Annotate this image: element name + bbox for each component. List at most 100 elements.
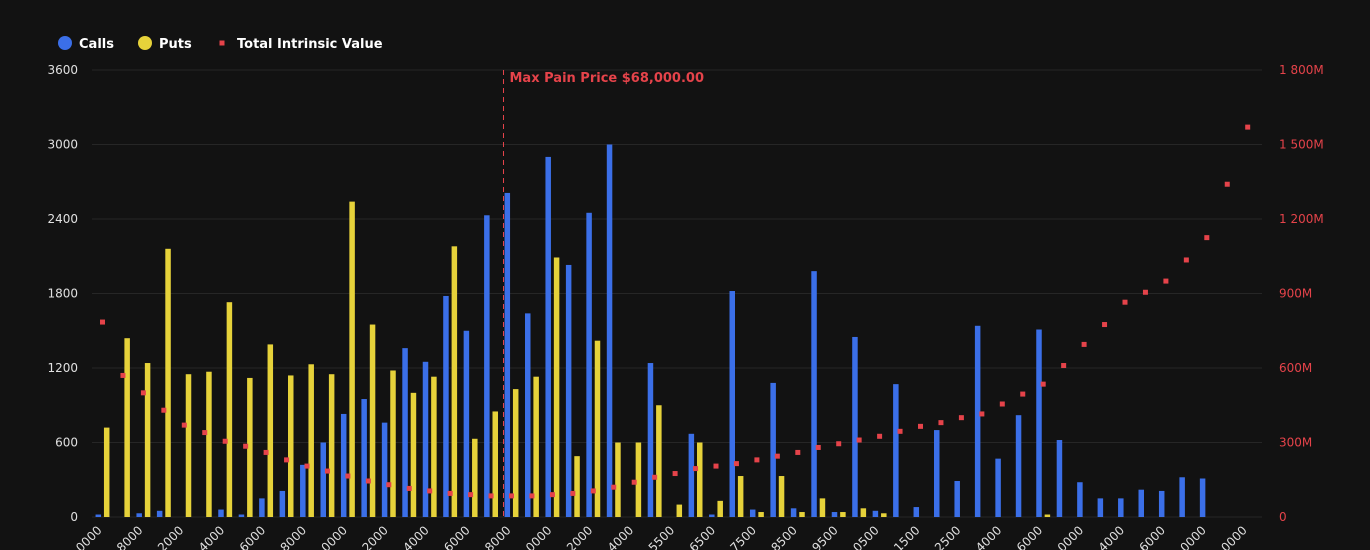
calls-bar[interactable] [893, 384, 899, 517]
intrinsic-value-point[interactable] [754, 457, 760, 463]
calls-bar[interactable] [300, 464, 306, 517]
calls-bar[interactable] [974, 325, 981, 517]
intrinsic-value-point[interactable] [1081, 341, 1087, 347]
puts-bar[interactable] [185, 374, 192, 517]
puts-bar[interactable] [144, 363, 151, 517]
calls-bar[interactable] [156, 510, 163, 517]
puts-bar[interactable] [369, 324, 376, 517]
puts-bar[interactable] [717, 500, 723, 517]
puts-bar[interactable] [819, 498, 826, 517]
calls-bar[interactable] [545, 156, 551, 517]
calls-bar[interactable] [484, 215, 490, 517]
legend-calls-label[interactable]: Calls [79, 37, 114, 52]
puts-bar[interactable] [492, 411, 499, 517]
intrinsic-value-point[interactable] [815, 444, 821, 450]
intrinsic-value-point[interactable] [999, 401, 1005, 407]
calls-bar[interactable] [586, 212, 592, 517]
puts-bar[interactable] [737, 476, 744, 517]
intrinsic-value-point[interactable] [447, 490, 453, 496]
intrinsic-value-point[interactable] [509, 493, 514, 499]
puts-bar[interactable] [512, 389, 519, 517]
calls-bar[interactable] [340, 413, 347, 517]
calls-bar[interactable] [1199, 478, 1206, 517]
calls-bar[interactable] [1056, 440, 1063, 517]
intrinsic-value-point[interactable] [488, 493, 494, 499]
intrinsic-value-point[interactable] [468, 492, 474, 498]
intrinsic-value-point[interactable] [1183, 257, 1189, 263]
calls-bar[interactable] [831, 512, 838, 517]
puts-bar[interactable] [656, 405, 662, 517]
calls-bar[interactable] [1138, 489, 1145, 517]
intrinsic-value-point[interactable] [1142, 289, 1148, 295]
intrinsic-value-point[interactable] [529, 493, 535, 499]
intrinsic-value-point[interactable] [836, 441, 842, 447]
intrinsic-value-point[interactable] [161, 407, 167, 413]
calls-bar[interactable] [525, 313, 531, 517]
calls-bar[interactable] [811, 271, 817, 517]
puts-bar[interactable] [574, 456, 580, 517]
calls-bar[interactable] [606, 144, 613, 518]
calls-bar[interactable] [443, 295, 449, 517]
calls-bar[interactable] [381, 422, 388, 517]
puts-bar[interactable] [103, 427, 110, 517]
intrinsic-value-point[interactable] [1163, 278, 1169, 284]
puts-bar[interactable] [431, 376, 437, 517]
calls-bar[interactable] [790, 508, 797, 517]
calls-bar[interactable] [872, 510, 879, 517]
calls-bar[interactable] [1179, 477, 1185, 517]
intrinsic-value-point[interactable] [1040, 381, 1046, 387]
calls-bar[interactable] [995, 458, 1001, 517]
intrinsic-value-point[interactable] [406, 485, 412, 491]
calls-bar[interactable] [729, 291, 736, 517]
puts-bar[interactable] [615, 442, 621, 518]
calls-bar[interactable] [954, 480, 960, 517]
intrinsic-value-point[interactable] [365, 478, 371, 484]
intrinsic-value-point[interactable] [856, 437, 862, 443]
puts-bar[interactable] [247, 377, 253, 517]
calls-bar[interactable] [934, 430, 940, 517]
intrinsic-value-point[interactable] [1020, 391, 1026, 397]
calls-bar[interactable] [402, 348, 408, 517]
intrinsic-value-point[interactable] [202, 430, 208, 436]
puts-bar[interactable] [553, 257, 560, 517]
calls-bar[interactable] [1118, 498, 1124, 517]
intrinsic-value-point[interactable] [386, 482, 392, 488]
intrinsic-value-point[interactable] [958, 415, 964, 421]
puts-bar[interactable] [267, 344, 274, 517]
intrinsic-value-point[interactable] [345, 473, 351, 479]
intrinsic-value-point[interactable] [140, 390, 146, 396]
calls-bar[interactable] [709, 514, 715, 517]
puts-bar[interactable] [451, 246, 458, 518]
puts-bar[interactable] [676, 504, 683, 517]
puts-bar[interactable] [226, 302, 233, 517]
calls-bar[interactable] [95, 514, 102, 517]
puts-bar[interactable] [533, 376, 539, 517]
intrinsic-value-point[interactable] [284, 457, 290, 463]
calls-bar[interactable] [688, 433, 695, 517]
calls-bar[interactable] [770, 382, 776, 517]
intrinsic-value-point[interactable] [774, 453, 780, 459]
calls-bar[interactable] [749, 509, 756, 517]
intrinsic-value-point[interactable] [120, 372, 126, 378]
calls-bar[interactable] [1097, 498, 1104, 517]
calls-bar[interactable] [647, 363, 654, 517]
puts-bar[interactable] [697, 442, 703, 518]
legend-intrinsic-value-label[interactable]: Total Intrinsic Value [237, 37, 383, 52]
calls-bar[interactable] [1036, 329, 1042, 517]
intrinsic-value-point[interactable] [590, 488, 596, 494]
intrinsic-value-point[interactable] [672, 471, 678, 477]
intrinsic-value-point[interactable] [1204, 235, 1210, 241]
calls-bar[interactable] [361, 399, 367, 517]
puts-bar[interactable] [288, 375, 294, 517]
intrinsic-value-point[interactable] [652, 474, 658, 480]
puts-bar[interactable] [840, 512, 846, 517]
puts-bar[interactable] [390, 370, 396, 517]
intrinsic-value-point[interactable] [1122, 299, 1128, 305]
intrinsic-value-point[interactable] [877, 433, 883, 439]
calls-bar[interactable] [1077, 482, 1083, 517]
calls-bar[interactable] [320, 442, 327, 518]
intrinsic-value-point[interactable] [427, 488, 433, 494]
intrinsic-value-point[interactable] [243, 443, 249, 449]
puts-bar[interactable] [758, 512, 764, 517]
intrinsic-value-point[interactable] [693, 466, 699, 472]
